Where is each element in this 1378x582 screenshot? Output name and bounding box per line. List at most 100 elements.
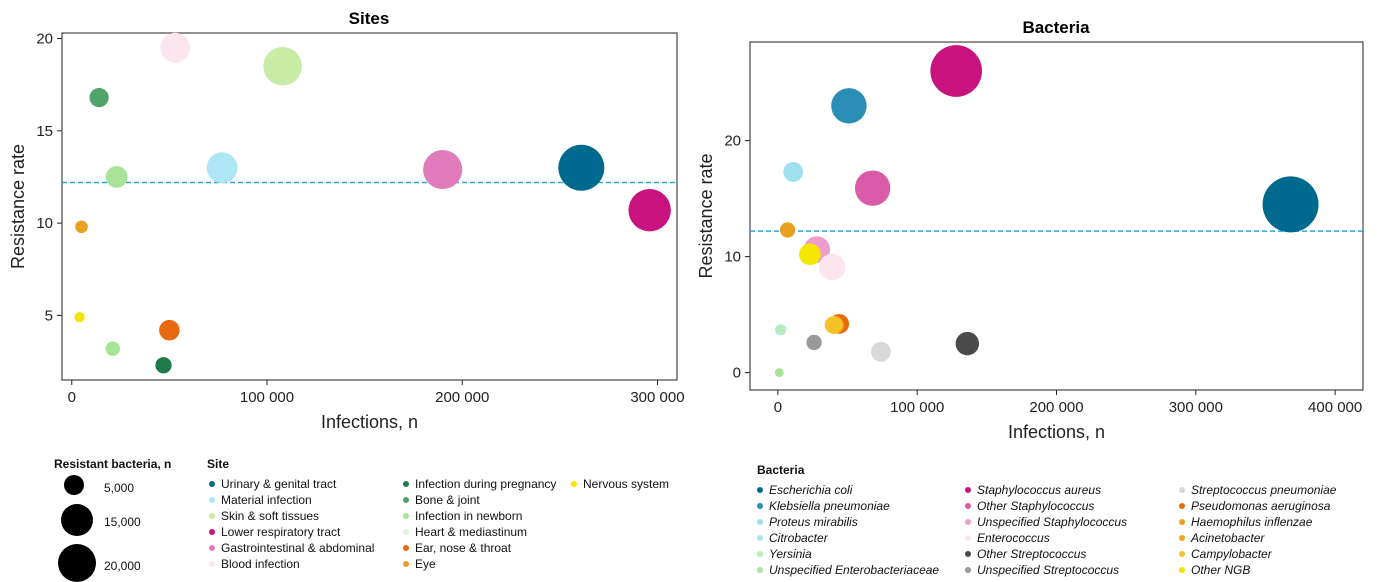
legend-item: Infection during pregnancy (403, 477, 556, 491)
data-point (831, 88, 867, 124)
data-point (854, 170, 891, 206)
x-tick-label: 100 000 (240, 389, 294, 406)
legend-item: Staphylococcus aureus (965, 483, 1101, 497)
legend-label: Ear, nose & throat (415, 541, 512, 555)
legend-item: Blood infection (209, 557, 300, 571)
site-legend-title: Site (207, 457, 230, 471)
legend-label: Eye (415, 557, 436, 571)
y-tick-label: 5 (45, 307, 53, 324)
x-tick-label: 300 000 (1169, 399, 1223, 416)
legend-item: Yersinia (757, 547, 812, 561)
legend-swatch-icon (965, 550, 971, 557)
legend-item: Other NGB (1179, 563, 1250, 577)
legend-swatch-icon (403, 480, 409, 487)
chart-title: Bacteria (1022, 18, 1090, 37)
legend-swatch-icon (965, 486, 971, 493)
y-tick-label: 15 (36, 123, 53, 140)
x-tick-label: 200 000 (1029, 399, 1083, 416)
legend-label: Material infection (221, 493, 312, 507)
legend-swatch-icon (403, 496, 409, 503)
data-point (779, 222, 796, 238)
legend-swatch-icon (403, 512, 409, 519)
data-point (105, 166, 128, 188)
legend-swatch-icon (571, 480, 577, 487)
x-tick-label: 200 000 (435, 389, 489, 406)
legend-item: Escherichia coli (757, 483, 852, 497)
chart-panel-1: Sites 0 100 000 200 000 300 000 5 10 15 20 Infect… (8, 9, 685, 432)
legend-item: Material infection (209, 493, 312, 507)
data-point (806, 334, 822, 351)
data-point (824, 316, 843, 334)
legend-swatch-icon (1179, 486, 1185, 493)
legend-label: Skin & soft tissues (221, 509, 320, 523)
legend-swatch-icon (1179, 550, 1185, 557)
legend-swatch-icon (757, 566, 763, 573)
legend-item: Skin & soft tissues (209, 509, 319, 523)
legend-label: Streptococcus pneumoniae (1191, 483, 1337, 497)
legend-swatch-icon (965, 566, 971, 573)
x-tick-label: 0 (68, 389, 76, 406)
y-tick-label: 10 (724, 249, 741, 266)
size-legend-title: Resistant bacteria, n (54, 457, 172, 471)
legend-label: Unspecified Staphylococcus (977, 515, 1128, 529)
legend-item: Haemophilus inflenzae (1179, 515, 1312, 529)
legend-label: Urinary & genital tract (221, 477, 337, 491)
legend-swatch-icon (757, 518, 763, 525)
x-tick-label: 300 000 (630, 389, 684, 406)
legend-label: Other Streptococcus (977, 547, 1087, 561)
legend-label: Unspecified Enterobacteriaceae (769, 563, 940, 577)
chart-title: Sites (349, 9, 390, 28)
x-axis-title: Infections, n (321, 412, 418, 432)
legend-item: Unspecified Enterobacteriaceae (757, 563, 939, 577)
legend-item: Other Streptococcus (965, 547, 1086, 561)
legend-item: Campylobacter (1179, 547, 1272, 561)
y-axis-title: Resistance rate (696, 153, 716, 278)
data-point (783, 162, 804, 182)
y-tick-label: 0 (733, 365, 741, 382)
data-point (89, 87, 109, 108)
legend-item: Urinary & genital tract (209, 477, 336, 491)
legend-label: Nervous system (583, 477, 670, 491)
data-point (558, 144, 605, 191)
legend-swatch-icon (209, 528, 215, 535)
x-tick-label: 0 (774, 399, 782, 416)
data-point (75, 220, 88, 234)
site-legend: Site Urinary & genital tract Material inf… (205, 457, 705, 581)
data-point (155, 357, 172, 374)
legend-item: Acinetobacter (1179, 531, 1264, 545)
x-tick-label: 400 000 (1308, 399, 1362, 416)
legend-item: Lower respiratory tract (209, 525, 340, 539)
legend-label: Other NGB (1191, 563, 1251, 577)
legend-label: Gastrointestinal & abdominal (221, 541, 375, 555)
legend-label: Citrobacter (769, 531, 828, 545)
legend-label: Blood infection (221, 557, 300, 571)
legend-label: Bone & joint (415, 493, 480, 507)
data-point (1262, 176, 1319, 233)
chart-panel-2: Bacteria 0 100 000 200 000 300 000 400 000 0 10… (696, 18, 1364, 442)
x-tick-label: 100 000 (890, 399, 944, 416)
data-point (160, 32, 191, 63)
legend-item: Enterococcus (965, 531, 1050, 545)
legend-item: Gastrointestinal & abdominal (209, 541, 374, 555)
size-legend-circle (64, 475, 84, 495)
legend-item: Heart & mediastinum (403, 525, 527, 539)
size-legend-circle (61, 504, 93, 536)
data-point (799, 243, 821, 266)
legend-swatch-icon (965, 502, 971, 509)
size-legend-label: 5,000 (104, 481, 135, 495)
legend-label: Heart & mediastinum (415, 525, 528, 539)
data-point (423, 150, 463, 190)
data-point (930, 45, 983, 97)
size-legend-label: 15,000 (104, 515, 141, 529)
data-point (818, 253, 846, 281)
legend-item: Other Staphylococcus (965, 499, 1094, 513)
legend-swatch-icon (1179, 534, 1185, 541)
legend-label: Lower respiratory tract (221, 525, 341, 539)
size-legend: Resistant bacteria, n 5,000 15,000 20,000 (50, 457, 200, 582)
legend-swatch-icon (403, 544, 409, 551)
data-point (628, 188, 671, 232)
legend-label: Infection in newborn (415, 509, 523, 523)
legend-item: Streptococcus pneumoniae (1179, 483, 1336, 497)
legend-label: Enterococcus (977, 531, 1050, 545)
bacteria-legend-title: Bacteria (757, 463, 805, 477)
